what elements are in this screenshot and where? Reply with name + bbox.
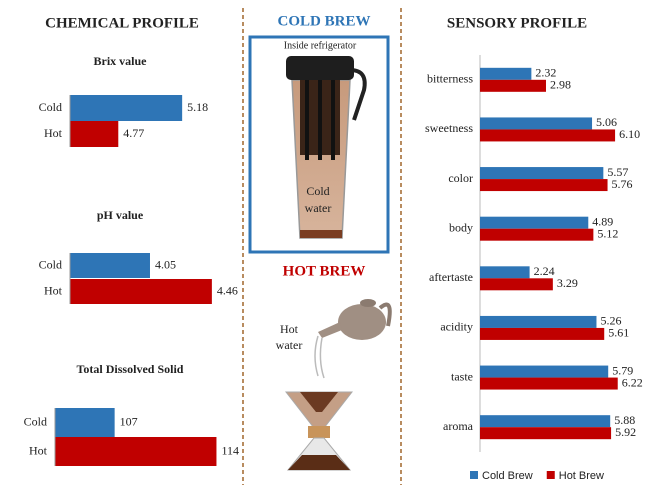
bar (480, 427, 611, 439)
chart-title: Brix value (94, 54, 148, 68)
dripper (286, 392, 352, 470)
legend-swatch (470, 471, 478, 479)
bar (480, 278, 553, 290)
value-label: 5.92 (615, 425, 636, 439)
illustration-label: Cold (306, 184, 329, 198)
section-title: CHEMICAL PROFILE (45, 15, 199, 31)
illustration-label: Hot (280, 322, 299, 336)
chart-title: pH value (97, 208, 144, 222)
value-label: 6.22 (622, 375, 643, 389)
category-label: aftertaste (429, 270, 473, 284)
bar (480, 179, 608, 191)
value-label: 2.24 (534, 264, 555, 278)
value-label: 5.61 (608, 326, 629, 340)
category-label: taste (451, 369, 473, 383)
category-label: sweetness (425, 121, 473, 135)
bar (70, 253, 150, 278)
value-label: 4.05 (155, 257, 176, 271)
bar (480, 68, 531, 80)
value-label: 5.06 (596, 115, 617, 129)
bar (70, 95, 182, 121)
section-title: COLD BREW (278, 13, 371, 29)
category-label: Hot (44, 126, 63, 140)
section-title: HOT BREW (283, 263, 366, 279)
category-label: color (448, 171, 473, 185)
value-label: 4.77 (123, 126, 144, 140)
category-label: bitterness (427, 72, 473, 86)
bar (480, 229, 593, 241)
illustration-label: water (305, 201, 332, 215)
bar (70, 121, 118, 147)
bar (480, 266, 530, 278)
bar (480, 378, 618, 390)
chart-title: Total Dissolved Solid (77, 362, 184, 376)
category-label: Cold (24, 414, 47, 428)
bar (480, 129, 615, 141)
bar (480, 328, 604, 340)
bar (70, 279, 212, 304)
bar (480, 167, 603, 179)
bar (480, 366, 608, 378)
caption: Inside refrigerator (284, 40, 357, 51)
section-title: SENSORY PROFILE (447, 15, 587, 31)
bar (480, 415, 610, 427)
legend: Cold Brew Hot Brew (470, 470, 604, 482)
bar (480, 117, 592, 129)
category-label: Hot (44, 283, 63, 297)
bar (480, 80, 546, 92)
legend-label: Cold Brew (482, 470, 533, 482)
legend-label: Hot Brew (559, 470, 604, 482)
value-label: 5.12 (597, 226, 618, 240)
value-label: 2.98 (550, 78, 571, 92)
value-label: 107 (120, 414, 138, 428)
kettle (315, 299, 390, 378)
category-label: Cold (39, 100, 62, 114)
bar (55, 437, 216, 466)
value-label: 4.46 (217, 283, 238, 297)
category-label: Hot (29, 443, 48, 457)
infographic: CHEMICAL PROFILE SENSORY PROFILE COLD BR… (0, 0, 645, 490)
bar (480, 217, 588, 229)
illustration-label: water (276, 338, 303, 352)
value-label: 114 (221, 443, 239, 457)
value-label: 6.10 (619, 127, 640, 141)
category-label: acidity (440, 320, 473, 334)
category-label: aroma (443, 419, 474, 433)
bar (480, 316, 596, 328)
category-label: Cold (39, 257, 62, 271)
value-label: 3.29 (557, 276, 578, 290)
category-label: body (449, 220, 473, 234)
bar (55, 408, 115, 437)
value-label: 5.18 (187, 100, 208, 114)
value-label: 5.76 (612, 177, 633, 191)
legend-swatch (547, 471, 555, 479)
